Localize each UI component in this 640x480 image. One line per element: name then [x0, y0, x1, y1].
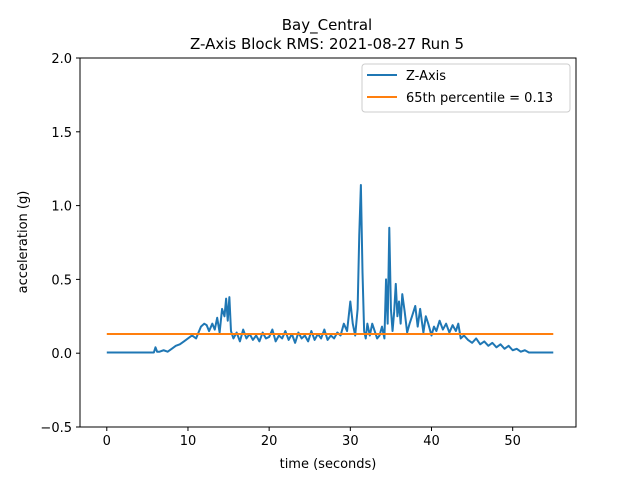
chart-subtitle: Z-Axis Block RMS: 2021-08-27 Run 5	[190, 35, 464, 53]
y-tick-label: −0.5	[40, 421, 72, 436]
x-tick-label: 0	[103, 434, 111, 449]
legend-box	[361, 63, 571, 113]
axes-frame	[79, 57, 577, 428]
y-tick-label: 1.5	[51, 126, 72, 141]
legend-label-percentile: 65th percentile = 0.13	[406, 91, 553, 106]
axis-ticks: 0 10 20 30 40 50 −0.5 0.0 0.5 1.0 1.5 2.0	[40, 52, 521, 449]
x-tick-label: 10	[180, 434, 197, 449]
y-tick-label: 2.0	[51, 52, 72, 67]
chart-title: Bay_Central	[282, 16, 372, 35]
y-tick-label: 1.0	[51, 200, 72, 215]
x-axis-label: time (seconds)	[280, 457, 377, 472]
series-line-z-axis	[106, 183, 554, 354]
x-tick-label: 30	[342, 434, 359, 449]
legend-label-z-axis: Z-Axis	[406, 69, 446, 84]
legend: Z-Axis 65th percentile = 0.13	[361, 63, 571, 113]
plot-area	[106, 183, 554, 354]
x-tick-label: 20	[261, 434, 278, 449]
x-tick-label: 40	[423, 434, 440, 449]
y-tick-label: 0.0	[51, 347, 72, 362]
x-tick-label: 50	[504, 434, 521, 449]
y-axis-label: acceleration (g)	[16, 191, 31, 294]
y-tick-label: 0.5	[51, 273, 72, 288]
